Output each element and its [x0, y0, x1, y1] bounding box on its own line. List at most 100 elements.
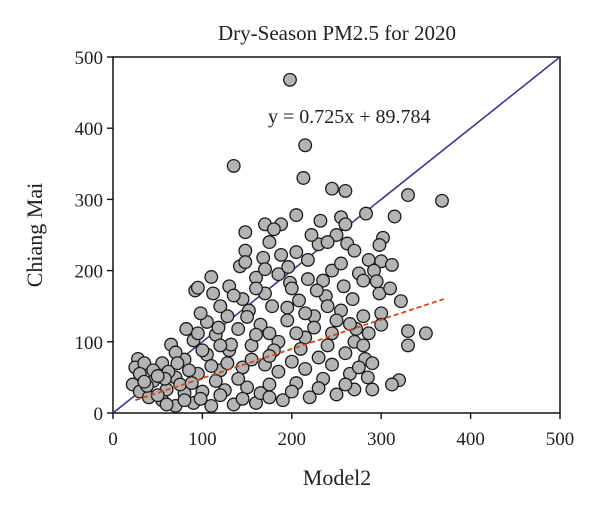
scatter-point — [249, 327, 263, 342]
scatter-point — [356, 338, 371, 353]
y-tick-label: 500 — [75, 48, 104, 69]
scatter-point — [159, 397, 174, 412]
scatter-point — [369, 274, 384, 289]
scatter-point — [383, 281, 398, 296]
x-tick-label: 100 — [188, 429, 217, 450]
scatter-point — [356, 273, 371, 288]
scatter-point — [231, 371, 246, 386]
x-tick-label: 300 — [367, 429, 396, 450]
scatter-point — [206, 286, 221, 301]
scatter-point — [213, 299, 228, 314]
scatter-point — [271, 364, 286, 379]
scatter-point — [418, 326, 433, 341]
y-tick-label: 400 — [75, 119, 104, 140]
scatter-point — [184, 376, 199, 391]
scatter-point — [284, 281, 299, 296]
scatter-point — [320, 235, 335, 250]
scatter-point — [360, 370, 375, 385]
plot-frame — [112, 56, 561, 414]
scatter-point — [334, 256, 348, 271]
scatter-point — [170, 356, 185, 371]
x-tick-label: 200 — [278, 429, 307, 450]
scatter-point — [213, 388, 228, 403]
scatter-point — [262, 235, 277, 250]
x-axis-label: Model2 — [303, 465, 371, 490]
scatter-point — [384, 257, 399, 272]
scatter-point — [283, 72, 297, 87]
scatter-point — [284, 384, 299, 399]
scatter-point — [309, 283, 324, 298]
scatter-point — [345, 292, 360, 307]
scatter-point — [361, 326, 376, 341]
scatter-point — [281, 260, 296, 274]
scatter-point — [387, 209, 402, 224]
scatter-point — [302, 390, 317, 405]
x-axis: 0 100 200 300 400 500 — [108, 413, 574, 450]
scatter-point — [300, 272, 315, 287]
scatter-point — [338, 217, 353, 232]
scatter-point — [220, 309, 235, 324]
scatter-point — [374, 306, 389, 321]
scatter-point — [338, 346, 353, 361]
scatter-point — [325, 181, 339, 196]
scatter-point — [226, 158, 241, 173]
scatter-point — [320, 299, 335, 314]
scatter-point — [289, 245, 304, 260]
y-axis: 0 100 200 300 400 500 — [75, 48, 113, 425]
scatter-point — [235, 391, 250, 406]
scatter-point — [292, 293, 306, 308]
x-tick-label: 0 — [108, 429, 118, 450]
regression-equation: y = 0.725x + 89.784 — [268, 106, 431, 128]
scatter-point — [298, 361, 313, 376]
scatter-point — [374, 317, 389, 332]
scatter-point — [435, 193, 449, 208]
scatter-point — [238, 243, 253, 258]
scatter-point — [265, 299, 280, 314]
scatter-point — [393, 294, 408, 309]
scatter-point — [329, 228, 344, 242]
scatter-point — [298, 138, 313, 153]
scatter-point — [329, 387, 344, 402]
y-tick-label: 300 — [75, 190, 104, 211]
scatter-point — [262, 349, 277, 363]
scatter-point — [365, 382, 380, 397]
scatter-point — [275, 393, 290, 408]
scatter-point — [226, 288, 241, 303]
scatter-point — [274, 247, 289, 262]
scatter-point — [213, 338, 228, 353]
scatter-point — [231, 322, 246, 336]
scatter-point — [342, 317, 357, 331]
scatter-point — [271, 267, 286, 282]
scatter-point — [336, 279, 351, 294]
y-tick-label: 200 — [75, 262, 104, 283]
scatter-point — [150, 369, 165, 383]
scatter-point — [307, 320, 322, 335]
scatter-point — [193, 306, 208, 321]
scatter-point — [220, 356, 235, 371]
scatter-point — [304, 228, 319, 242]
scatter-point — [289, 208, 304, 223]
scatter-point — [325, 263, 339, 278]
scatter-point — [190, 280, 205, 295]
scatter-point — [325, 357, 339, 372]
scatter-point — [311, 350, 326, 365]
scatter-point — [177, 393, 192, 408]
scatter-point — [300, 252, 315, 267]
scatter-point — [320, 338, 335, 353]
scatter-point — [204, 398, 219, 413]
scatter-point — [208, 374, 223, 388]
scatter-point — [365, 356, 380, 371]
scatter-point — [238, 255, 253, 270]
scatter-point — [280, 300, 295, 315]
scatter-point — [313, 213, 328, 228]
scatter-point — [195, 343, 210, 358]
scatter-point — [347, 243, 362, 258]
scatter-point — [284, 354, 299, 369]
scatter-point — [401, 324, 415, 339]
scatter-point — [244, 352, 259, 367]
scatter-point — [338, 183, 353, 198]
scatter-point — [262, 390, 277, 405]
scatter-point — [289, 326, 304, 341]
scatter-point — [356, 309, 371, 324]
